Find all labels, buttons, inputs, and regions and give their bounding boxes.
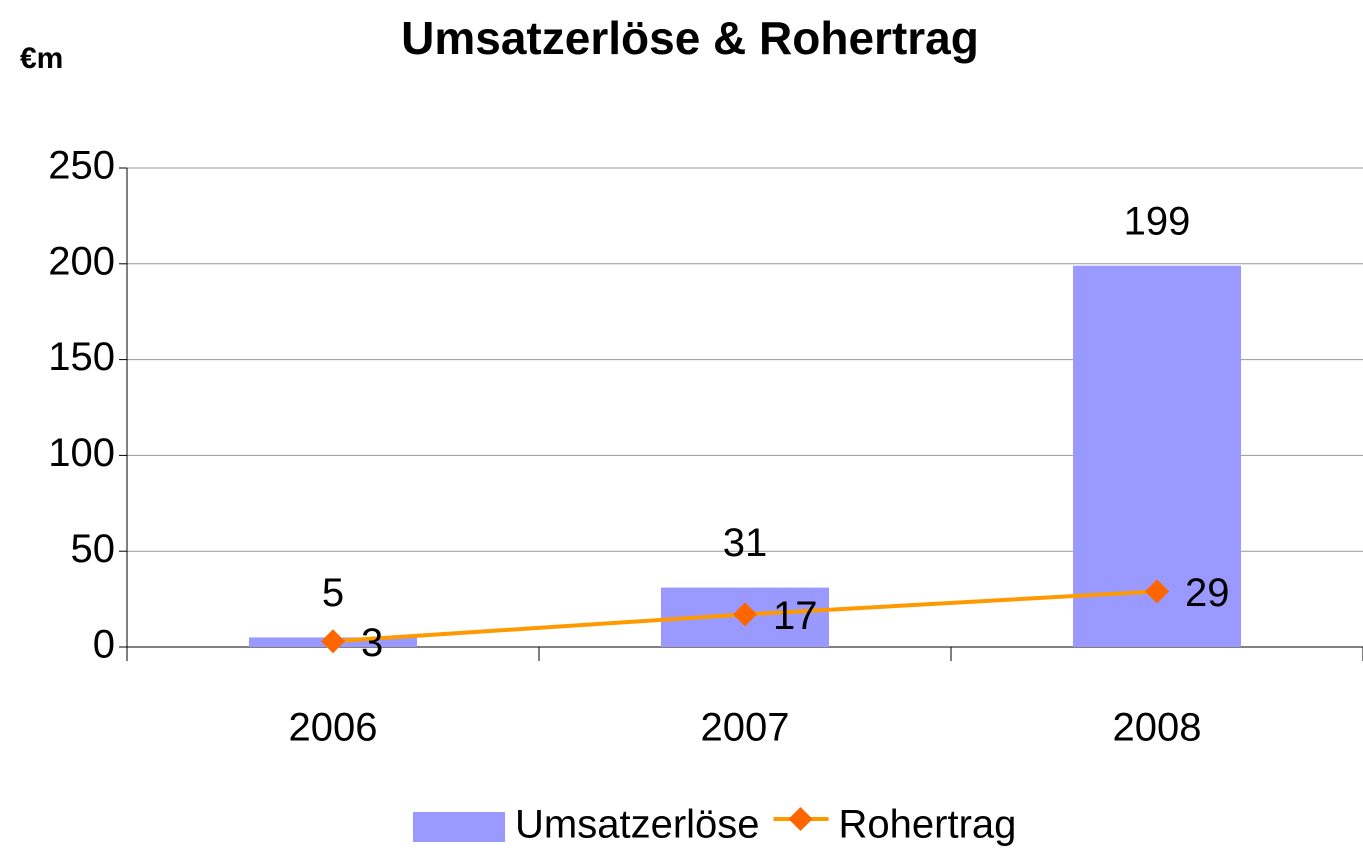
line-marker [321, 629, 345, 654]
x-tick-label: 2006 [289, 706, 378, 750]
bar-value-label: 5 [322, 571, 344, 615]
x-tick-label: 2008 [1113, 706, 1202, 750]
line-value-label: 29 [1185, 571, 1230, 615]
y-tick-label: 250 [48, 144, 115, 188]
x-tick-label: 2007 [701, 706, 790, 750]
line-marker [733, 602, 757, 627]
line-value-label: 3 [361, 621, 383, 665]
legend-swatch [413, 812, 505, 842]
legend-marker [788, 807, 813, 831]
y-tick-label: 100 [48, 431, 115, 475]
y-tick-label: 200 [48, 239, 115, 283]
legend-label: Umsatzerlöse [515, 803, 760, 847]
y-tick-label: 50 [71, 527, 116, 571]
y-axis-label: €m [20, 42, 63, 75]
y-tick-label: 150 [48, 335, 115, 379]
legend-label: Rohertrag [839, 803, 1017, 847]
y-tick-label: 0 [93, 623, 115, 667]
bar-value-label: 199 [1124, 199, 1191, 243]
line-value-label: 17 [773, 594, 818, 638]
chart-title: Umsatzerlöse & Rohertrag [401, 12, 979, 64]
line-marker [1145, 579, 1169, 604]
bar-value-label: 31 [723, 521, 768, 565]
